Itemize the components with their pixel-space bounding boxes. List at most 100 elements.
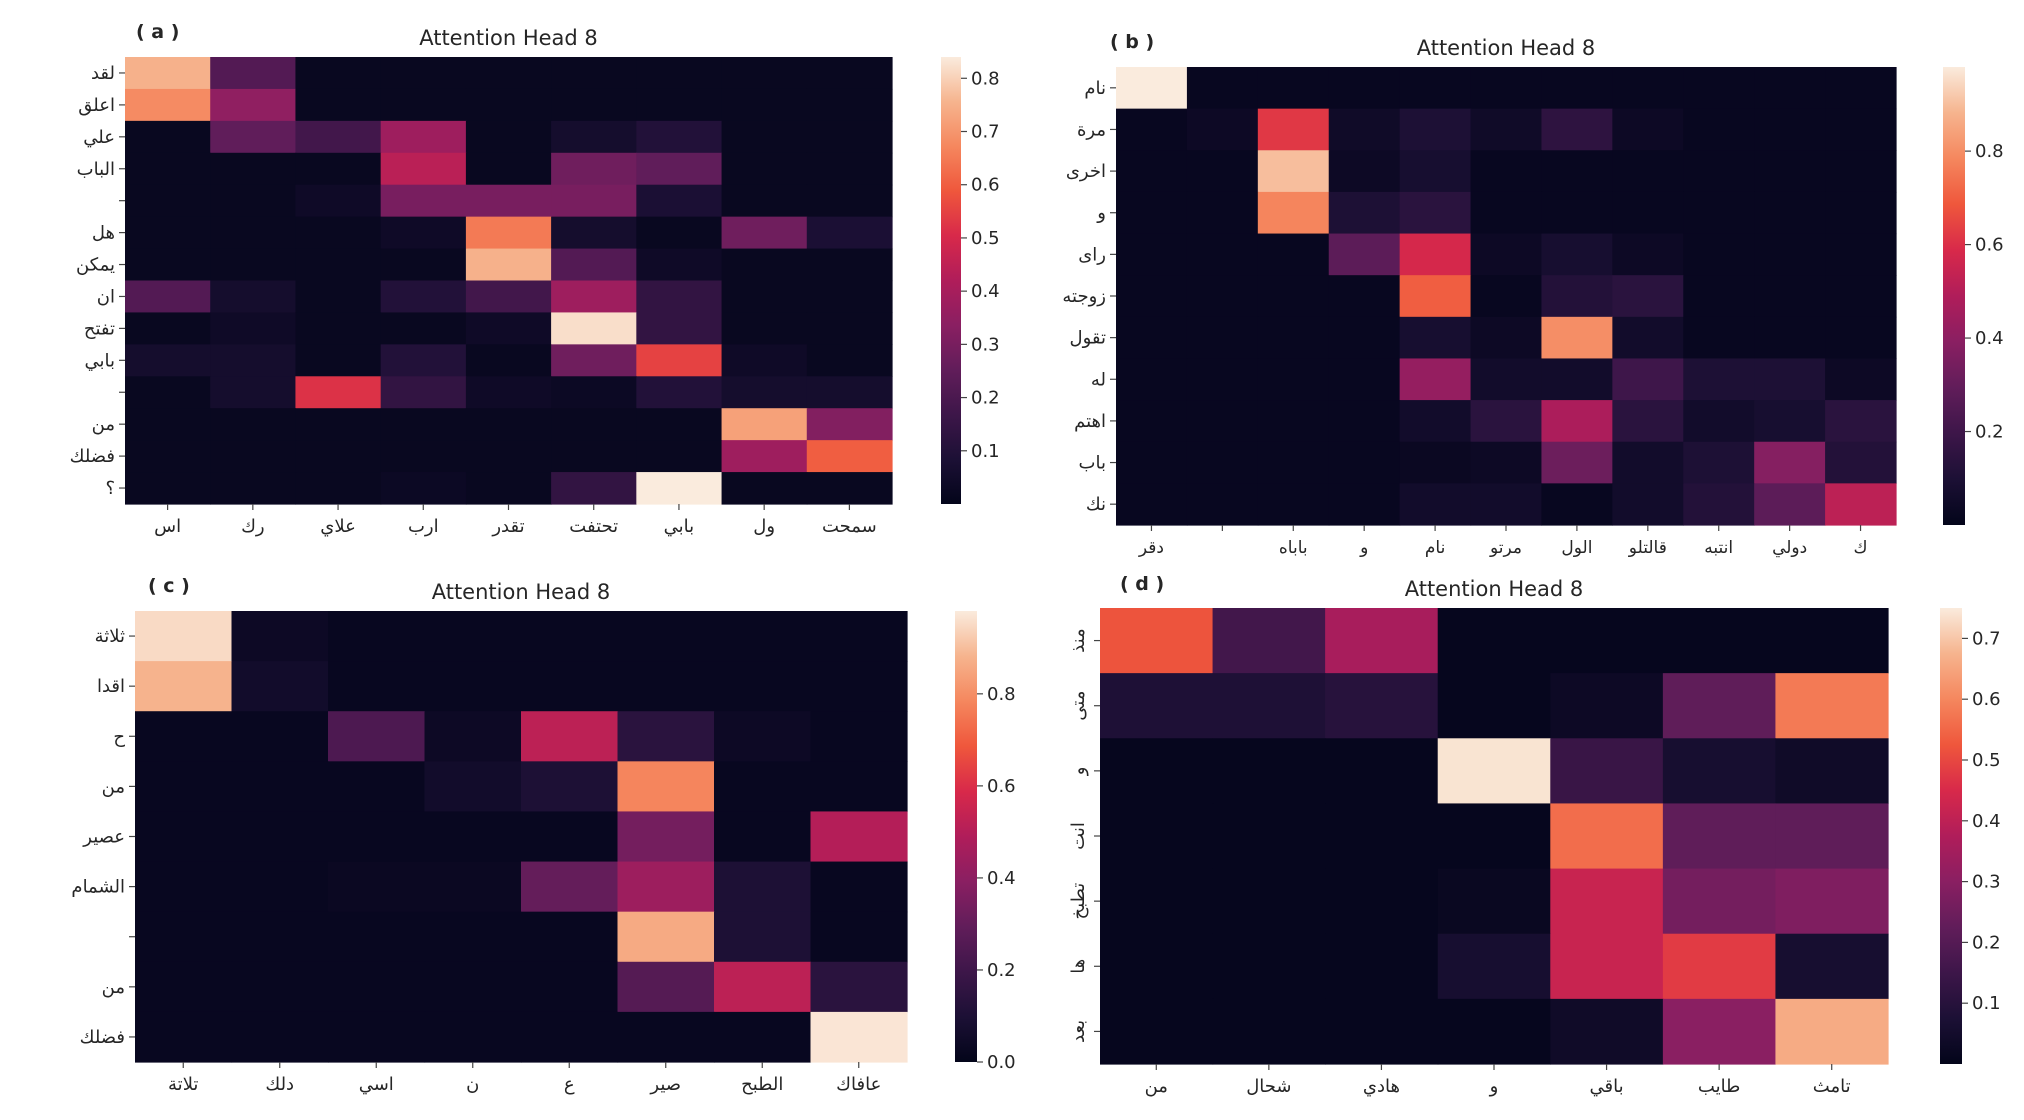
heatmap-cell <box>714 911 812 963</box>
heatmap-cell <box>295 152 382 186</box>
heatmap-cell <box>617 611 715 662</box>
row-tick-label: نام <box>1084 78 1106 99</box>
heatmap-panel: ( b ) Attention Head 8 نام مرة اخرى و راى زوجته… <box>1062 31 2003 558</box>
col-tick-label: اسي <box>359 1074 394 1095</box>
heatmap-cell <box>1775 933 1889 1000</box>
col-tick-label: اس <box>154 516 181 537</box>
heatmap-cell <box>1437 803 1551 870</box>
heatmap-cell <box>1825 316 1897 360</box>
heatmap-cell <box>1257 483 1330 526</box>
col-tick-label: تقدر <box>491 516 524 537</box>
heatmap-cell <box>1399 150 1472 193</box>
col-tick-label: من <box>1145 1076 1168 1097</box>
heatmap-cell <box>521 711 619 762</box>
heatmap-cell <box>231 961 329 1013</box>
heatmap-cell <box>328 961 426 1013</box>
heatmap-cell <box>1662 868 1777 935</box>
colorbar-tick-label: 0.6 <box>1975 235 2004 256</box>
heatmap-cell <box>636 280 723 314</box>
heatmap-cell <box>295 408 382 441</box>
heatmap-cell <box>1825 108 1897 151</box>
colorbar-tick-label: 0.6 <box>1972 689 2001 710</box>
heatmap-cell <box>380 344 467 377</box>
heatmap-cell <box>465 152 552 186</box>
heatmap-cell <box>1754 441 1826 484</box>
heatmap-cell <box>1550 998 1664 1065</box>
colorbar-tick-label: 0.6 <box>971 175 1000 196</box>
heatmap-cell <box>231 911 329 963</box>
row-tick-label: اخرى <box>1066 161 1106 182</box>
heatmap-cell <box>295 312 382 345</box>
heatmap-cell <box>551 280 637 314</box>
heatmap-cell <box>210 216 297 250</box>
heatmap-cell <box>424 861 522 913</box>
colorbar-tick-label: 0.0 <box>987 1052 1016 1073</box>
heatmap-cell <box>1116 150 1188 193</box>
heatmap-cell <box>810 811 908 863</box>
row-tick-label: تقول <box>1070 328 1107 349</box>
heatmap-cell <box>551 152 637 186</box>
heatmap-cell <box>806 440 893 473</box>
colorbar-tick-label: 0.2 <box>987 960 1016 981</box>
heatmap-cell <box>1328 275 1401 318</box>
heatmap-cell <box>1470 441 1543 484</box>
heatmap-cell <box>1662 738 1777 805</box>
heatmap-cell <box>1186 150 1259 193</box>
row-tick-label: منذ <box>1068 628 1089 653</box>
heatmap-cell <box>1437 608 1551 674</box>
panel-label: ( a ) <box>136 21 179 43</box>
heatmap-cell <box>1325 998 1439 1065</box>
heatmap-cell <box>521 811 619 863</box>
heatmap-cell <box>1328 233 1401 276</box>
heatmap-cell <box>521 661 619 712</box>
heatmap-cell <box>1612 191 1684 235</box>
heatmap-cell <box>1186 483 1259 526</box>
heatmap-cell <box>1683 150 1755 193</box>
heatmap-cell <box>380 248 467 282</box>
col-tick-label: سمحت <box>822 516 877 537</box>
col-tick-label: انتبه <box>1704 538 1733 558</box>
heatmap-cell <box>465 408 552 441</box>
heatmap-cell <box>721 280 808 314</box>
heatmap-cell <box>1116 316 1188 360</box>
heatmap-cell <box>210 120 297 154</box>
heatmap-cell <box>1541 67 1613 110</box>
heatmap-cell <box>1825 233 1897 276</box>
panel-label: ( d ) <box>1120 573 1164 595</box>
row-tick-label: متى <box>1068 691 1089 721</box>
heatmap-cell <box>636 312 723 345</box>
row-tick-label: بابي <box>84 350 115 371</box>
heatmap-cell <box>210 440 297 473</box>
heatmap-cell <box>380 88 467 122</box>
heatmap-cell <box>636 120 723 154</box>
heatmap-cell <box>380 184 467 218</box>
heatmap-cell <box>424 611 522 662</box>
heatmap-cell <box>231 711 329 762</box>
heatmap-cell <box>1399 441 1472 484</box>
heatmap-cell <box>1825 67 1897 110</box>
heatmap-cell <box>1116 483 1188 526</box>
heatmap-cell <box>806 184 893 218</box>
heatmap-cell <box>1754 108 1826 151</box>
heatmap-cell <box>806 408 893 441</box>
heatmap-cell <box>1825 400 1897 443</box>
heatmap-cell <box>806 152 893 186</box>
heatmap-cell <box>1399 233 1472 276</box>
heatmap-cell <box>1399 67 1472 110</box>
heatmap-cell <box>551 120 637 154</box>
col-tick-label: بابي <box>664 516 695 537</box>
heatmap-cell <box>1328 191 1401 235</box>
heatmap-cell <box>714 711 812 762</box>
heatmap-cell <box>1541 233 1613 276</box>
heatmap-cell <box>810 711 908 762</box>
heatmap-cell <box>295 248 382 282</box>
heatmap-cell <box>295 440 382 473</box>
heatmap-cell <box>1754 191 1826 235</box>
heatmap-cell <box>1541 150 1613 193</box>
heatmap-cell <box>721 184 808 218</box>
heatmap-cell <box>125 312 211 345</box>
heatmap-cell <box>125 248 211 282</box>
heatmap-cell <box>806 312 893 345</box>
heatmap-cell <box>210 248 297 282</box>
heatmap-cell <box>636 248 723 282</box>
